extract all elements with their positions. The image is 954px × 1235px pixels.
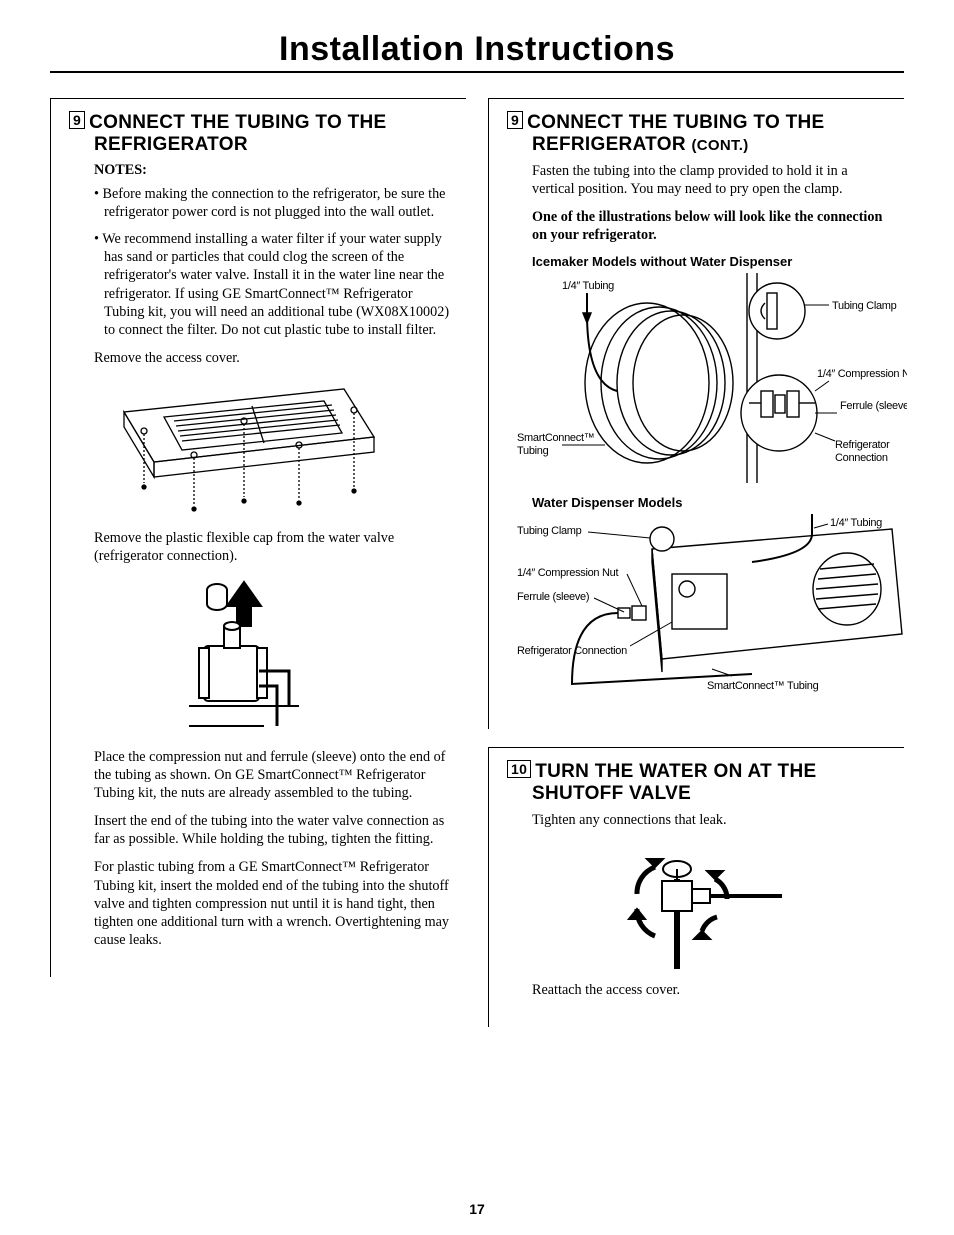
instruction-text: Insert the end of the tubing into the wa… bbox=[69, 812, 451, 848]
right-column: 9CONNECT THE TUBING TO THE REFRIGERATOR … bbox=[488, 98, 904, 1045]
diag1-label-sc-1: SmartConnect™ bbox=[517, 432, 594, 444]
dispenser-diagram: Tubing Clamp 1/4″ Compression Nut Ferrul… bbox=[512, 514, 907, 699]
left-column: 9CONNECT THE TUBING TO THE REFRIGERATOR … bbox=[50, 98, 466, 1045]
title-rule bbox=[50, 71, 904, 73]
diag2-label-conn: Refrigerator Connection bbox=[517, 645, 627, 657]
figure-remove-cap bbox=[169, 576, 451, 736]
instruction-text: Tighten any connections that leak. bbox=[507, 811, 889, 829]
section-10: 10TURN THE WATER ON AT THE SHUTOFF VALVE… bbox=[488, 747, 904, 1027]
icemaker-diagram: 1/4″ Tubing Tubing Clamp 1/4″ Compressio… bbox=[517, 273, 907, 483]
step-number-box: 9 bbox=[69, 111, 85, 129]
heading-cont: (CONT.) bbox=[691, 137, 748, 154]
diag1-label-conn-2: Connection bbox=[835, 452, 888, 464]
diag1-label-ferrule: Ferrule (sleeve) bbox=[840, 400, 907, 412]
diag1-label-conn-1: Refrigerator bbox=[835, 439, 890, 451]
diag1-label-sc-2: Tubing bbox=[517, 445, 549, 457]
section-9-right: 9CONNECT THE TUBING TO THE REFRIGERATOR … bbox=[488, 98, 904, 729]
two-column-layout: 9CONNECT THE TUBING TO THE REFRIGERATOR … bbox=[50, 98, 904, 1045]
diagram-subhead-1: Icemaker Models without Water Dispenser bbox=[507, 254, 889, 269]
notes-list: Before making the connection to the refr… bbox=[69, 185, 451, 339]
diag2-label-tubing: 1/4″ Tubing bbox=[830, 517, 882, 529]
section-9-left: 9CONNECT THE TUBING TO THE REFRIGERATOR … bbox=[50, 98, 466, 977]
page-title: Installation Instructions bbox=[50, 30, 904, 69]
diagram-subhead-2: Water Dispenser Models bbox=[507, 495, 889, 510]
diag2-label-sc: SmartConnect™ Tubing bbox=[707, 680, 819, 692]
page-number: 17 bbox=[0, 1201, 954, 1217]
diag1-label-nut: 1/4″ Compression Nut bbox=[817, 368, 907, 380]
instruction-text: Place the compression nut and ferrule (s… bbox=[69, 748, 451, 803]
figure-dispenser-models: Tubing Clamp 1/4″ Compression Nut Ferrul… bbox=[512, 514, 889, 699]
step-number-box: 9 bbox=[507, 111, 523, 129]
instruction-text-bold: One of the illustrations below will look… bbox=[507, 208, 889, 244]
diag1-label-clamp: Tubing Clamp bbox=[832, 300, 897, 312]
section-10-heading: 10TURN THE WATER ON AT THE SHUTOFF VALVE bbox=[507, 760, 889, 805]
remove-cap-illustration bbox=[169, 576, 319, 736]
instruction-text: Fasten the tubing into the clamp provide… bbox=[507, 162, 889, 198]
diag1-label-tubing: 1/4″ Tubing bbox=[562, 280, 614, 292]
heading-text: TURN THE WATER ON AT THE SHUTOFF VALVE bbox=[532, 761, 816, 804]
access-cover-illustration bbox=[94, 377, 404, 517]
note-item: Before making the connection to the refr… bbox=[94, 185, 451, 221]
figure-access-cover bbox=[94, 377, 451, 517]
heading-text: CONNECT THE TUBING TO THE REFRIGERATOR bbox=[89, 112, 386, 155]
diag2-label-ferrule: Ferrule (sleeve) bbox=[517, 591, 589, 603]
section-9-heading: 9CONNECT THE TUBING TO THE REFRIGERATOR bbox=[69, 111, 451, 156]
heading-text: CONNECT THE TUBING TO THE REFRIGERATOR bbox=[527, 112, 824, 155]
figure-icemaker-models: 1/4″ Tubing Tubing Clamp 1/4″ Compressio… bbox=[517, 273, 889, 483]
diag2-label-clamp: Tubing Clamp bbox=[517, 525, 582, 537]
step-number-box: 10 bbox=[507, 760, 531, 778]
section-9-cont-heading: 9CONNECT THE TUBING TO THE REFRIGERATOR … bbox=[507, 111, 889, 156]
instruction-text: Remove the plastic flexible cap from the… bbox=[69, 529, 451, 565]
instruction-text: Remove the access cover. bbox=[69, 349, 451, 367]
instruction-text: For plastic tubing from a GE SmartConnec… bbox=[69, 858, 451, 949]
figure-shutoff-valve bbox=[607, 839, 889, 969]
shutoff-valve-illustration bbox=[607, 839, 787, 969]
instruction-text: Reattach the access cover. bbox=[507, 981, 889, 999]
note-item: We recommend installing a water filter i… bbox=[94, 230, 451, 339]
diag2-label-nut: 1/4″ Compression Nut bbox=[517, 567, 618, 579]
notes-label: NOTES: bbox=[69, 162, 451, 179]
